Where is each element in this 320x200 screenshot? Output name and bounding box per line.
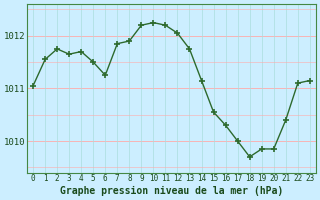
X-axis label: Graphe pression niveau de la mer (hPa): Graphe pression niveau de la mer (hPa) — [60, 186, 283, 196]
